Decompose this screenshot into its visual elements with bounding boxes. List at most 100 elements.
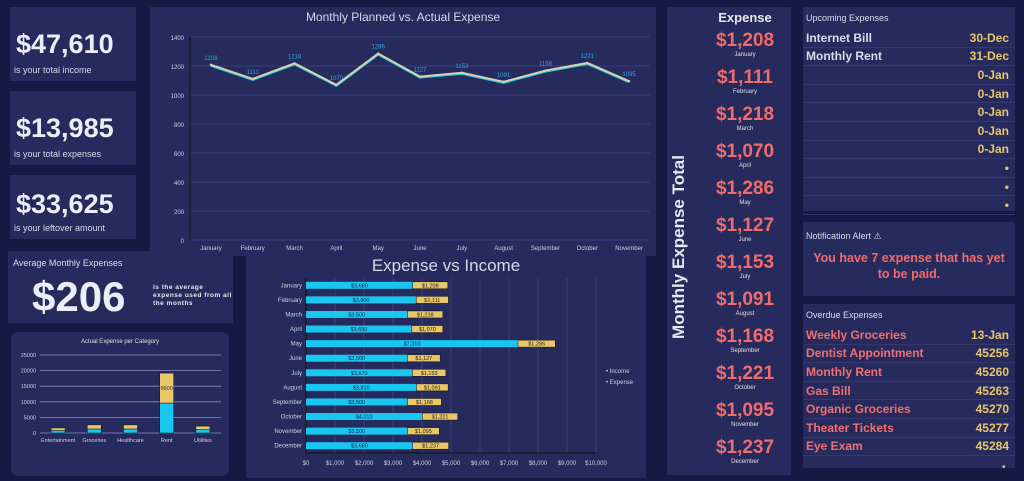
category-bar [123,424,138,430]
expense-label: $1,095 [415,429,432,435]
data-point [502,80,505,84]
x-tick-label: $6,000 [471,461,490,467]
upcoming-item: 0-Jan [803,85,1015,104]
income-label: $3,500 [348,400,365,406]
data-point [544,69,547,72]
line-chart-panel: Monthly Planned vs. Actual Expense 0 200 4… [150,7,656,256]
upcoming-item: 0-Jan [803,122,1015,141]
overdue-item-date: 45284 [975,439,1009,454]
income-bar [306,281,413,289]
monthly-total-month: December [731,459,759,465]
expense-label: $1,127 [415,356,432,362]
overdue-item-name: Gas Bill [806,383,851,398]
x-tick-label: August [494,246,513,252]
notification-message: You have 7 expense that has yet to be pa… [813,251,1005,281]
expense-bar [412,281,449,290]
data-point [627,80,631,83]
income-bar [306,398,408,406]
x-tick-label: June [413,246,427,252]
y-tick-label: 1400 [171,36,185,42]
category-bar-label: 9600 [161,386,173,392]
leftover-label: is your leftover amount [14,223,106,233]
overdue-item-date: 13-Jan [970,327,1009,342]
data-point [251,77,254,81]
notification-title: Notification Alert ⚠ [806,231,882,241]
category-bar [50,430,66,434]
expense-label: $1,111 [424,298,440,304]
upcoming-item-name: Monthly Rent [806,49,882,64]
monthly-total-value: $1,286 [715,178,775,199]
monthly-total-month: August [735,311,755,317]
expense-label: $1,153 [421,371,438,377]
y-tick-label: July [291,371,302,377]
monthly-total-month: February [732,89,757,95]
data-label: 1111 [247,70,260,76]
upcoming-item: Monthly Rent 31-Dec [803,48,1015,67]
upcoming-item: 0-Jan [803,66,1015,85]
overdue-item-name: Organic Groceries [806,402,911,417]
total-income-label: is your total income [14,65,92,75]
monthly-total-item: $1,070 April [703,142,787,170]
expense-bar [407,398,442,406]
expense-label: $1,221 [432,415,449,421]
x-tick-label: $2,000 [355,461,374,467]
y-tick-label: 800 [174,123,185,129]
expense-bar [411,325,444,333]
monthly-total-item: $1,153 July [703,253,787,281]
y-tick-label: 1000 [171,94,185,100]
total-income-card: $47,610 is your total income [10,7,136,81]
upcoming-item-date: 0-Jan [977,123,1009,138]
monthly-total-item: $1,168 September [703,327,787,355]
upcoming-item-date: • [1004,160,1009,175]
x-tick-label: $3,000 [384,461,403,467]
overdue-item-date: 45260 [975,364,1009,379]
income-label: $7,310 [404,342,421,348]
x-tick-label: $10,000 [585,461,607,467]
monthly-total-item: $1,237 December [703,438,787,466]
monthly-total-value: $1,091 [715,289,775,310]
data-point [586,61,589,65]
monthly-total-title: Expense [718,10,772,25]
income-bar [306,369,413,377]
income-label: $3,650 [351,327,368,333]
monthly-total-item: $1,091 August [703,290,787,318]
data-label: 1091 [497,73,511,79]
overdue-panel: Overdue Expenses Weekly Groceries 13-Jan D… [803,304,1015,468]
overdue-item-date: 45256 [975,346,1009,361]
overdue-item-date: 45270 [975,402,1009,417]
x-tick-label: May [373,246,384,252]
monthly-total-value: $1,208 [715,30,775,51]
monthly-total-month: June [738,237,752,243]
monthly-total-value: $1,111 [716,67,774,88]
upcoming-item: Internet Bill 30-Dec [803,29,1015,48]
income-bar [306,383,417,391]
legend-item: • Income [606,369,630,375]
category-bar [159,402,174,434]
data-label: 1127 [414,68,428,74]
expense-bar [422,412,458,421]
expense-label: $1,286 [528,342,545,348]
x-tick-label: $7,000 [500,461,519,467]
overdue-item: Theater Tickets 45277 [803,419,1015,438]
expense-bar [407,427,440,435]
average-note: is the average expense used from all the… [153,284,232,307]
x-tick-label: $0 [303,461,310,467]
expense-bar [517,339,556,348]
overdue-item: Monthly Rent 45260 [803,363,1015,382]
data-label: 1221 [581,54,595,60]
line-chart-title: Monthly Planned vs. Actual Expense [305,10,501,24]
bar-chart-title: Expense vs Income [371,256,521,275]
overdue-item-name: Eye Exam [806,439,863,454]
y-tick-label: 0 [33,431,36,437]
upcoming-item-date: 0-Jan [977,142,1009,157]
monthly-total-item: $1,286 May [703,179,787,207]
upcoming-item: • [803,178,1015,197]
category-bar [50,427,66,431]
income-label: $3,810 [353,385,370,391]
expense-bar [415,296,449,304]
x-tick-label: March [286,246,303,252]
monthly-total-month: September [730,348,760,354]
x-tick-label: Rent [161,438,173,444]
y-tick-label: 200 [174,210,185,216]
monthly-total-value: $1,070 [715,141,775,162]
